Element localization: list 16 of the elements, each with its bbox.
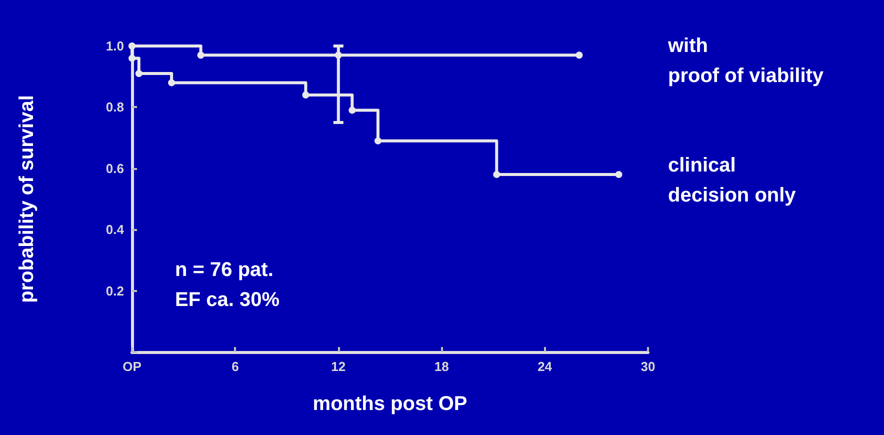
y-axis-title: probability of survival xyxy=(16,95,38,303)
x-tick-label: OP xyxy=(122,359,142,374)
x-tick-label: 24 xyxy=(538,359,553,374)
x-tick-label: 6 xyxy=(232,359,239,374)
text: clinical decision only xyxy=(668,154,797,207)
y-tick-label: 1.0 xyxy=(106,38,124,54)
y-tick-label: 0.6 xyxy=(106,160,124,176)
y-tick-label: 0.4 xyxy=(106,222,125,238)
y-tick-label: 0.8 xyxy=(106,100,124,115)
annotation: n = 76 pat. EF ca. 30% xyxy=(175,259,280,311)
x-axis-title: months post OP xyxy=(312,393,468,415)
x-tick-label: 30 xyxy=(640,359,656,374)
x-tick-label: 12 xyxy=(331,359,346,374)
y-tick-label: 0.2 xyxy=(106,283,124,298)
text: with proof of viability xyxy=(667,35,824,88)
x-tick-label: 18 xyxy=(434,359,449,374)
